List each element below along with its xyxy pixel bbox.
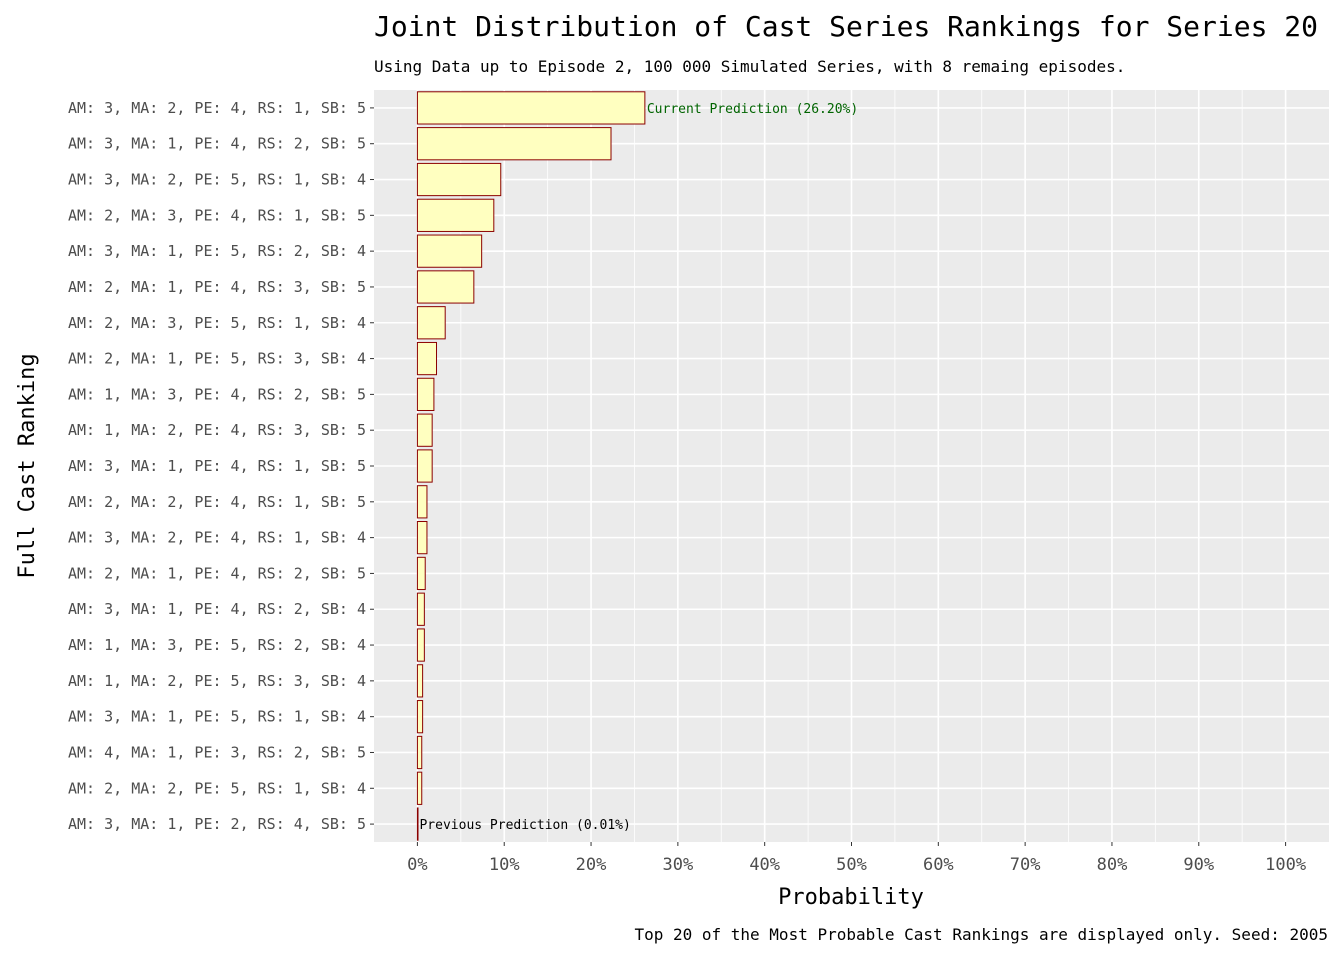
bar <box>416 664 424 698</box>
bar <box>416 556 426 591</box>
chart-title: Joint Distribution of Cast Series Rankin… <box>374 10 1318 43</box>
bar <box>416 628 425 662</box>
y-tick-label: AM: 2, MA: 3, PE: 5, RS: 1, SB: 4 <box>68 314 366 332</box>
y-tick-label: AM: 3, MA: 2, PE: 4, RS: 1, SB: 4 <box>68 529 366 547</box>
y-tick-label: AM: 2, MA: 3, PE: 4, RS: 1, SB: 5 <box>68 206 366 224</box>
y-tick-label: AM: 3, MA: 1, PE: 2, RS: 4, SB: 5 <box>68 815 366 833</box>
chart-subtitle: Using Data up to Episode 2, 100 000 Simu… <box>374 57 1125 76</box>
x-tick-label: 90% <box>1183 855 1214 875</box>
y-tick-label: AM: 3, MA: 1, PE: 5, RS: 1, SB: 4 <box>68 708 366 726</box>
y-tick-label: AM: 3, MA: 1, PE: 4, RS: 2, SB: 4 <box>68 600 366 618</box>
y-tick-label: AM: 1, MA: 3, PE: 4, RS: 2, SB: 5 <box>68 385 366 403</box>
y-tick-label: AM: 4, MA: 1, PE: 3, RS: 2, SB: 5 <box>68 743 366 761</box>
y-axis-ticks: AM: 3, MA: 2, PE: 4, RS: 1, SB: 5 AM: 3, … <box>68 99 374 833</box>
x-tick-label: 20% <box>576 855 607 875</box>
x-tick-label: 70% <box>1010 855 1041 875</box>
chart-caption: Top 20 of the Most Probable Cast Ranking… <box>634 925 1328 944</box>
y-tick-label: AM: 2, MA: 2, PE: 5, RS: 1, SB: 4 <box>68 779 366 797</box>
bar <box>416 771 423 805</box>
x-axis-title: Probability <box>778 885 924 910</box>
x-tick-label: 100% <box>1265 855 1306 875</box>
x-tick-label: 60% <box>923 855 954 875</box>
y-tick-label: AM: 2, MA: 1, PE: 5, RS: 3, SB: 4 <box>68 350 366 368</box>
bar <box>416 377 435 411</box>
x-tick-label: 30% <box>663 855 694 875</box>
y-tick-label: AM: 1, MA: 3, PE: 5, RS: 2, SB: 4 <box>68 636 366 654</box>
x-tick-label: 0% <box>407 855 427 875</box>
x-tick-label: 80% <box>1097 855 1128 875</box>
bar <box>416 198 495 232</box>
x-tick-label: 50% <box>836 855 867 875</box>
bar <box>416 592 425 626</box>
bar <box>416 413 433 447</box>
bar <box>416 270 475 304</box>
x-tick-label: 40% <box>749 855 780 875</box>
bar <box>416 735 423 770</box>
bar <box>416 807 419 841</box>
annotation-label: Previous Prediction (0.01%) <box>419 818 630 833</box>
bar <box>416 306 446 340</box>
bar <box>416 127 612 161</box>
bars <box>416 91 646 841</box>
y-tick-label: AM: 2, MA: 1, PE: 4, RS: 3, SB: 5 <box>68 278 366 296</box>
x-axis-ticks: 0% 10% 20% 30% 40% 50% 60% 70% 80% 90% 100% <box>407 842 1306 875</box>
bar <box>416 162 502 197</box>
y-tick-label: AM: 3, MA: 1, PE: 4, RS: 1, SB: 5 <box>68 457 366 475</box>
bar <box>416 521 428 555</box>
bar <box>416 91 646 125</box>
y-tick-label: AM: 1, MA: 2, PE: 5, RS: 3, SB: 4 <box>68 672 366 690</box>
y-tick-label: AM: 3, MA: 1, PE: 5, RS: 2, SB: 4 <box>68 242 366 260</box>
y-tick-label: AM: 2, MA: 2, PE: 4, RS: 1, SB: 5 <box>68 493 366 511</box>
bar <box>416 449 433 483</box>
y-tick-label: AM: 1, MA: 2, PE: 4, RS: 3, SB: 5 <box>68 421 366 439</box>
y-tick-label: AM: 2, MA: 1, PE: 4, RS: 2, SB: 5 <box>68 564 366 582</box>
annotation-label: Current Prediction (26.20%) <box>647 102 858 117</box>
bar <box>416 341 438 376</box>
y-tick-label: AM: 3, MA: 1, PE: 4, RS: 2, SB: 5 <box>68 135 366 153</box>
x-tick-label: 10% <box>489 855 520 875</box>
bar <box>416 700 424 734</box>
annotations: Current Prediction (26.20%) Previous Pred… <box>419 102 858 833</box>
bar <box>416 485 428 519</box>
y-tick-label: AM: 3, MA: 2, PE: 5, RS: 1, SB: 4 <box>68 171 366 189</box>
bar <box>416 234 483 268</box>
y-tick-label: AM: 3, MA: 2, PE: 4, RS: 1, SB: 5 <box>68 99 366 117</box>
y-axis-title: Full Cast Ranking <box>15 353 40 578</box>
